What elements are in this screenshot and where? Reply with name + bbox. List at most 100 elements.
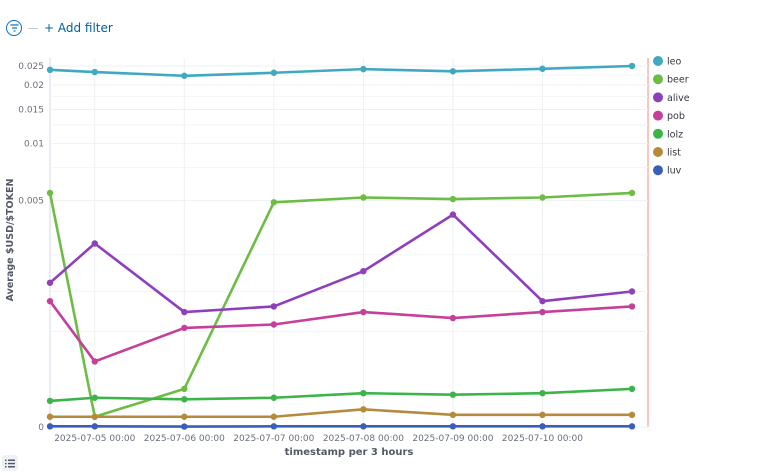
legend-swatch bbox=[653, 147, 663, 157]
data-point-luv[interactable] bbox=[46, 423, 54, 430]
data-point-beer[interactable] bbox=[628, 189, 636, 197]
data-point-alive[interactable] bbox=[360, 267, 367, 275]
data-point-luv[interactable] bbox=[628, 423, 636, 430]
data-point-leo[interactable] bbox=[181, 72, 188, 79]
legend-label: beer bbox=[667, 75, 689, 86]
series-line-pob bbox=[48, 300, 633, 363]
x-axis-label: timestamp per 3 hours bbox=[285, 447, 414, 458]
data-point-lolz[interactable] bbox=[91, 394, 98, 401]
y-tick-label: 0.015 bbox=[18, 106, 44, 116]
data-point-leo[interactable] bbox=[91, 68, 98, 76]
data-point-leo[interactable] bbox=[628, 62, 636, 70]
data-point-luv[interactable] bbox=[91, 423, 98, 430]
x-tick-label: 2025-07-05 00:00 bbox=[54, 434, 135, 444]
data-point-pob[interactable] bbox=[539, 308, 546, 316]
legend-label: lolz bbox=[667, 129, 683, 140]
series-alive bbox=[46, 211, 636, 316]
legend-swatch bbox=[653, 110, 663, 121]
data-point-list[interactable] bbox=[91, 413, 98, 420]
x-tick-label: 2025-07-06 00:00 bbox=[144, 434, 225, 444]
legend-swatch bbox=[653, 128, 663, 139]
data-point-luv[interactable] bbox=[181, 423, 188, 430]
data-point-lolz[interactable] bbox=[539, 389, 546, 397]
legend-item-luv[interactable]: luv bbox=[653, 165, 682, 177]
legend-swatch bbox=[653, 165, 663, 176]
data-point-luv[interactable] bbox=[449, 423, 457, 430]
series-line-alive bbox=[49, 213, 633, 314]
data-point-pob[interactable] bbox=[91, 358, 98, 365]
data-point-luv[interactable] bbox=[539, 423, 546, 430]
data-point-alive[interactable] bbox=[539, 297, 546, 305]
series-leo bbox=[46, 62, 636, 79]
data-point-pob[interactable] bbox=[449, 314, 457, 322]
series-list bbox=[46, 406, 636, 420]
y-tick-label: 0 bbox=[38, 423, 44, 433]
legend-item-lolz[interactable]: lolz bbox=[653, 128, 683, 141]
x-tick-label: 2025-07-07 00:00 bbox=[233, 434, 314, 444]
y-tick-label: 0.01 bbox=[24, 140, 44, 150]
add-filter-button[interactable]: + Add filter bbox=[44, 21, 113, 35]
grid bbox=[49, 58, 649, 428]
series-line-beer bbox=[48, 191, 633, 419]
x-tick-label: 2025-07-09 00:00 bbox=[412, 434, 493, 444]
data-point-leo[interactable] bbox=[449, 68, 457, 75]
legend-label: leo bbox=[667, 57, 681, 68]
legend-swatch bbox=[653, 74, 663, 85]
y-axis-ticks: 0 0.005 0.01 0.015 0.02 0.025 bbox=[18, 62, 44, 433]
series-luv bbox=[46, 423, 636, 430]
legend-item-leo[interactable]: leo bbox=[653, 56, 681, 68]
series-line-lolz bbox=[49, 387, 633, 403]
legend-item-alive[interactable]: alive bbox=[653, 92, 690, 104]
data-point-alive[interactable] bbox=[91, 240, 98, 247]
data-point-beer[interactable] bbox=[270, 199, 278, 206]
data-point-pob[interactable] bbox=[46, 297, 54, 305]
data-point-alive[interactable] bbox=[181, 308, 188, 316]
data-point-lolz[interactable] bbox=[181, 396, 188, 403]
data-point-luv[interactable] bbox=[270, 423, 278, 430]
data-point-list[interactable] bbox=[46, 413, 54, 420]
data-point-pob[interactable] bbox=[628, 303, 636, 310]
data-point-beer[interactable] bbox=[181, 385, 188, 393]
data-point-list[interactable] bbox=[270, 413, 278, 420]
series-line-list bbox=[50, 408, 632, 419]
data-point-pob[interactable] bbox=[360, 308, 367, 316]
y-tick-label: 0.02 bbox=[24, 81, 44, 91]
filter-bar: + Add filter bbox=[6, 18, 113, 38]
legend-swatch bbox=[653, 92, 663, 103]
data-point-leo[interactable] bbox=[46, 66, 54, 74]
legend-item-beer[interactable]: beer bbox=[653, 74, 689, 86]
data-point-list[interactable] bbox=[181, 413, 188, 420]
data-point-lolz[interactable] bbox=[46, 397, 54, 405]
line-chart: 0 0.005 0.01 0.015 0.02 0.025 2025-07-05 00:0… bbox=[5, 56, 690, 458]
x-tick-label: 2025-07-08 00:00 bbox=[323, 434, 404, 444]
data-point-alive[interactable] bbox=[270, 303, 278, 310]
data-point-luv[interactable] bbox=[360, 423, 367, 430]
data-point-leo[interactable] bbox=[360, 65, 367, 73]
data-point-beer[interactable] bbox=[360, 194, 367, 201]
data-point-lolz[interactable] bbox=[270, 394, 278, 401]
data-point-pob[interactable] bbox=[270, 321, 278, 328]
data-point-list[interactable] bbox=[628, 411, 636, 419]
data-point-pob[interactable] bbox=[181, 324, 188, 332]
data-point-lolz[interactable] bbox=[449, 391, 457, 398]
legend-item-pob[interactable]: pob bbox=[653, 110, 685, 123]
data-point-alive[interactable] bbox=[46, 279, 54, 286]
data-point-list[interactable] bbox=[360, 406, 367, 413]
series-beer bbox=[46, 189, 636, 420]
data-point-leo[interactable] bbox=[270, 69, 278, 76]
legend-item-list[interactable]: list bbox=[653, 147, 681, 159]
list-icon[interactable] bbox=[2, 455, 18, 471]
data-point-leo[interactable] bbox=[539, 65, 546, 72]
data-point-list[interactable] bbox=[449, 411, 457, 419]
data-point-beer[interactable] bbox=[449, 195, 457, 203]
x-axis-ticks: 2025-07-05 00:00 2025-07-06 00:00 2025-07-… bbox=[54, 434, 583, 444]
data-point-alive[interactable] bbox=[628, 288, 636, 295]
data-point-list[interactable] bbox=[539, 411, 546, 419]
data-point-lolz[interactable] bbox=[628, 385, 636, 393]
series-line-leo bbox=[49, 64, 633, 78]
data-point-beer[interactable] bbox=[539, 194, 546, 201]
data-point-lolz[interactable] bbox=[360, 389, 367, 397]
filter-icon[interactable] bbox=[6, 20, 22, 36]
data-point-beer[interactable] bbox=[46, 189, 54, 197]
data-point-alive[interactable] bbox=[449, 211, 457, 218]
